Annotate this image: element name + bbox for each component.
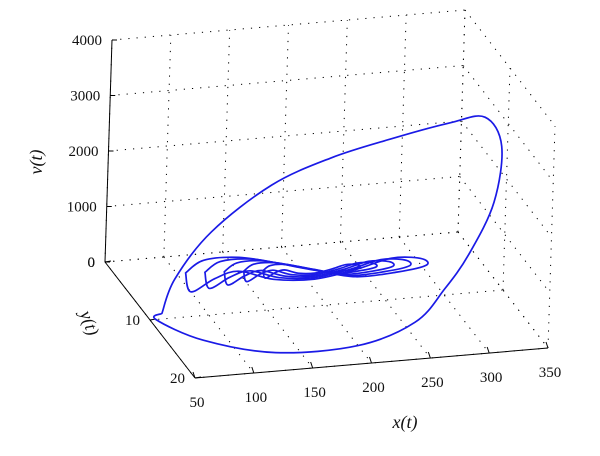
x-tick-label: 250 — [421, 375, 444, 391]
x-axis-ticks: 50 100 150 200 250 300 350 — [190, 341, 562, 411]
grid-line — [106, 176, 460, 207]
x-tick-label: 100 — [245, 390, 268, 406]
y-tick-mark — [194, 376, 202, 379]
z-tick-label: 1000 — [67, 200, 97, 216]
z-axis-label: v(t) — [26, 150, 47, 175]
x-tick-mark — [251, 366, 255, 374]
grid-line — [149, 289, 504, 321]
x-tick-mark — [427, 351, 431, 359]
y-axis-label: y(t) — [74, 306, 103, 339]
z-tick-label: 4000 — [72, 33, 102, 49]
grid-lines — [104, 9, 556, 379]
grid-line — [110, 65, 464, 96]
grid-line — [104, 231, 459, 263]
x-tick-label: 150 — [303, 385, 326, 401]
x-axis-label: x(t) — [392, 412, 418, 433]
z-tick-label: 2000 — [69, 144, 99, 160]
y-tick-label: 20 — [170, 371, 185, 387]
trajectory-series — [152, 115, 503, 354]
attractor-loop — [262, 263, 361, 280]
x-tick-mark — [486, 346, 490, 354]
grid-line — [108, 120, 462, 152]
grid-line — [163, 34, 172, 258]
x-tick-label: 50 — [190, 395, 205, 411]
x-tick-label: 300 — [480, 370, 503, 386]
grid-line — [281, 24, 289, 248]
grid-line — [462, 65, 554, 182]
y-tick-label: 0 — [88, 255, 96, 271]
z-tick-label: 0 — [88, 255, 96, 271]
grid-line — [464, 9, 556, 127]
y-tick-mark — [104, 260, 112, 263]
trajectory-curve — [152, 115, 503, 354]
grid-line — [222, 251, 314, 369]
grid-line — [461, 120, 552, 238]
grid-line — [459, 176, 551, 293]
y-axis-ticks: 0 10 20 — [88, 255, 202, 387]
x-tick-mark — [192, 371, 196, 379]
grid-line — [547, 125, 556, 349]
z-tick-label: 3000 — [70, 89, 100, 105]
grid-line — [502, 67, 511, 291]
x-tick-label: 200 — [362, 380, 385, 396]
grid-line — [111, 9, 466, 41]
z-axis-ticks: 0 1000 2000 3000 4000 — [67, 33, 117, 271]
x-tick-mark — [310, 361, 314, 369]
x-tick-label: 350 — [539, 365, 562, 381]
x-tick-mark — [369, 356, 372, 364]
x-tick-mark — [545, 341, 549, 349]
y-tick-label: 10 — [125, 313, 140, 329]
